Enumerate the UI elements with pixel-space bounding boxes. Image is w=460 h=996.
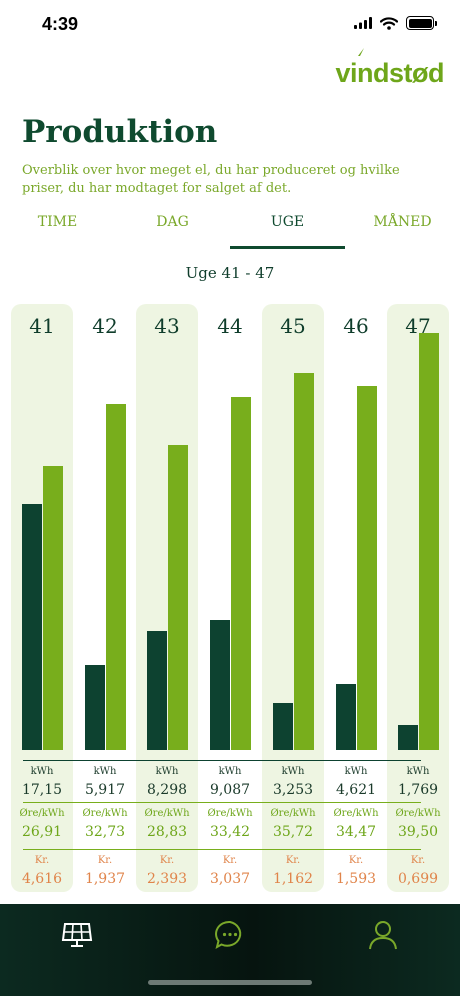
kwh-label: kWh	[344, 766, 368, 777]
week-range-label: Uge 41 - 47	[185, 264, 275, 282]
price-label: Øre/kWh	[333, 808, 379, 819]
price-value: 39,50	[397, 824, 439, 840]
week-number: 42	[92, 314, 118, 338]
kwh-value: 4,621	[335, 782, 377, 798]
kwh-label: kWh	[218, 766, 242, 777]
kwh-label: kWh	[155, 766, 179, 777]
period-tabs: TIME DAG UGE MÅNED	[0, 206, 460, 252]
kwh-value: 8,298	[146, 782, 188, 798]
week-number: 45	[280, 314, 306, 338]
amount-value: 4,616	[21, 871, 63, 887]
amount-value: 1,593	[335, 871, 377, 887]
production-chart: 41 kWh 17,15 Øre/kWh 26,91 Kr. 4,616 42 kWh 5,917…	[11, 304, 451, 892]
price-bar	[357, 385, 377, 750]
price-label: Øre/kWh	[270, 808, 316, 819]
price-value: 34,47	[335, 824, 377, 840]
week-number: 43	[154, 314, 180, 338]
chat-icon[interactable]	[213, 918, 247, 952]
row-divider	[23, 849, 421, 850]
week-column	[11, 304, 73, 892]
price-bar	[43, 465, 63, 750]
week-column	[74, 304, 136, 892]
battery-icon	[406, 16, 437, 30]
kwh-bar	[273, 703, 293, 750]
tab-maaned[interactable]: MÅNED	[373, 214, 432, 230]
week-column	[325, 304, 387, 892]
amount-value: 0,699	[397, 871, 439, 887]
price-bar	[106, 404, 126, 750]
page-subtitle: Overblik over hvor meget el, du har prod…	[22, 163, 400, 196]
kwh-bar	[85, 665, 105, 750]
week-number: 41	[29, 314, 55, 338]
active-tab-indicator	[230, 246, 345, 249]
row-divider	[23, 760, 421, 761]
status-icons	[354, 16, 437, 30]
amount-label: Kr.	[159, 855, 175, 866]
kwh-value: 3,253	[272, 782, 314, 798]
week-column	[199, 304, 261, 892]
amount-label: Kr.	[348, 855, 364, 866]
price-bar	[168, 445, 188, 750]
tab-time[interactable]: TIME	[37, 214, 78, 230]
price-value: 32,73	[84, 824, 126, 840]
kwh-value: 5,917	[84, 782, 126, 798]
kwh-value: 1,769	[397, 782, 439, 798]
kwh-label: kWh	[93, 766, 117, 777]
amount-label: Kr.	[97, 855, 113, 866]
week-number: 47	[405, 314, 431, 338]
wifi-icon	[380, 16, 398, 30]
price-value: 26,91	[21, 824, 63, 840]
status-bar: 4:39	[0, 0, 460, 50]
kwh-bar	[398, 724, 418, 750]
week-number: 44	[217, 314, 243, 338]
page-title: Produktion	[22, 114, 218, 150]
amount-value: 1,162	[272, 871, 314, 887]
amount-label: Kr.	[222, 855, 238, 866]
week-number: 46	[343, 314, 369, 338]
kwh-value: 9,087	[209, 782, 251, 798]
tab-uge[interactable]: UGE	[270, 214, 305, 230]
price-label: Øre/kWh	[19, 808, 65, 819]
kwh-value: 17,15	[21, 782, 63, 798]
kwh-bar	[336, 683, 356, 750]
price-label: Øre/kWh	[144, 808, 190, 819]
price-value: 33,42	[209, 824, 251, 840]
kwh-label: kWh	[406, 766, 430, 777]
price-bar	[419, 332, 439, 750]
brand-logo: vindstød	[335, 48, 445, 89]
signal-icon	[354, 17, 372, 29]
price-value: 35,72	[272, 824, 314, 840]
week-column	[136, 304, 198, 892]
logo-text: vindstød	[335, 58, 445, 88]
amount-value: 2,393	[146, 871, 188, 887]
week-column	[387, 304, 449, 892]
kwh-label: kWh	[281, 766, 305, 777]
kwh-bar	[210, 619, 230, 750]
kwh-bar	[147, 631, 167, 750]
home-indicator	[148, 980, 312, 985]
amount-label: Kr.	[34, 855, 50, 866]
solar-panel-icon[interactable]	[60, 918, 94, 952]
price-label: Øre/kWh	[395, 808, 441, 819]
week-column	[262, 304, 324, 892]
status-time: 4:39	[42, 14, 79, 34]
price-bar	[231, 396, 251, 750]
amount-label: Kr.	[410, 855, 426, 866]
tab-dag[interactable]: DAG	[156, 214, 189, 230]
price-bar	[294, 372, 314, 750]
user-icon[interactable]	[366, 918, 400, 952]
price-value: 28,83	[146, 824, 188, 840]
price-label: Øre/kWh	[207, 808, 253, 819]
logo-swoosh-icon	[357, 48, 364, 56]
row-divider	[23, 802, 421, 803]
kwh-bar	[22, 504, 42, 750]
amount-label: Kr.	[285, 855, 301, 866]
amount-value: 1,937	[84, 871, 126, 887]
amount-value: 3,037	[209, 871, 251, 887]
price-label: Øre/kWh	[82, 808, 128, 819]
kwh-label: kWh	[30, 766, 54, 777]
